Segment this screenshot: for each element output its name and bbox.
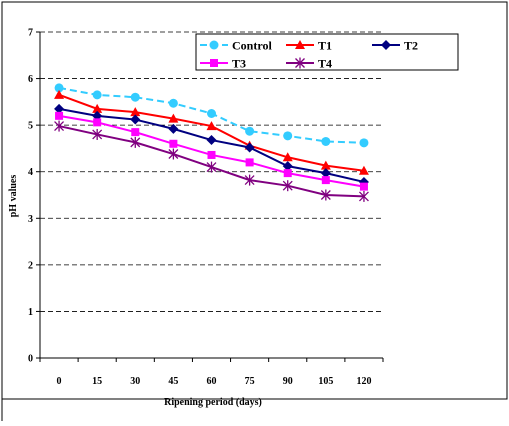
y-tick-label: 2 (28, 260, 33, 271)
legend-item-t1: T1 (286, 39, 332, 53)
y-tick-label: 6 (28, 74, 33, 85)
data-point (283, 131, 293, 141)
legend-label: T1 (318, 39, 332, 53)
data-point (168, 98, 178, 108)
x-tick-label: 0 (57, 376, 62, 387)
legend-label: T4 (318, 57, 332, 71)
data-point (244, 142, 255, 153)
data-point (320, 189, 331, 201)
data-point (320, 160, 331, 170)
data-point (168, 148, 179, 160)
x-tick-label: 120 (356, 376, 371, 387)
legend-marker (295, 57, 305, 69)
x-tick-label: 90 (283, 376, 293, 387)
data-point (54, 83, 64, 93)
legend-marker (381, 40, 391, 50)
data-point (244, 174, 255, 186)
series-control (54, 83, 369, 148)
legend-item-t3: T3 (200, 57, 246, 71)
legend-marker (209, 40, 219, 50)
data-point (282, 180, 293, 192)
legend: Control T1 T2 T3 T4 (195, 33, 459, 71)
data-point (168, 123, 179, 134)
data-point (206, 135, 217, 146)
data-point (130, 114, 141, 125)
legend-item-control: Control (200, 39, 272, 53)
data-point (130, 136, 141, 148)
data-point (92, 128, 103, 140)
data-point (245, 126, 255, 136)
legend-item-t4: T4 (286, 57, 332, 71)
data-point (321, 136, 331, 146)
data-point (282, 161, 293, 172)
data-point (169, 139, 178, 148)
x-axis-title: Ripening period (days) (164, 397, 262, 408)
data-point (54, 120, 65, 132)
data-point (283, 169, 292, 178)
x-tick-label: 60 (207, 376, 217, 387)
data-point (282, 152, 293, 162)
data-point (54, 103, 65, 114)
y-tick-label: 1 (28, 307, 33, 318)
data-point (55, 111, 64, 120)
data-point (92, 103, 103, 113)
data-point (130, 107, 141, 117)
data-point (207, 150, 216, 159)
data-point (358, 165, 369, 175)
series-t1 (54, 89, 369, 175)
legend-label: T2 (404, 39, 418, 53)
data-point (130, 92, 140, 102)
legend-item-t2: T2 (372, 39, 418, 53)
series-group (54, 83, 369, 202)
data-point (168, 113, 179, 123)
data-point (92, 90, 102, 100)
y-axis-title: pH values (8, 175, 19, 218)
data-point (359, 138, 369, 148)
data-point (54, 89, 65, 99)
data-point (206, 121, 217, 131)
series-t2 (54, 103, 369, 187)
y-tick-label: 4 (28, 167, 33, 178)
legend-marker (210, 59, 218, 67)
x-tick-label: 75 (245, 376, 255, 387)
legend-box (195, 33, 459, 71)
x-tick-label: 15 (92, 376, 102, 387)
data-point (359, 182, 368, 191)
data-point (92, 110, 103, 121)
data-point (207, 109, 216, 118)
x-tick-label: 30 (130, 376, 140, 387)
data-point (321, 176, 330, 185)
legend-marker (295, 40, 305, 49)
x-tick-label: 45 (168, 376, 178, 387)
data-point (320, 168, 331, 179)
y-tick-label: 3 (28, 214, 33, 225)
series-t4 (54, 120, 369, 202)
data-point (93, 118, 102, 127)
data-point (245, 158, 254, 167)
legend-label: Control (232, 39, 272, 53)
y-tick-label: 5 (28, 121, 33, 132)
data-point (206, 161, 217, 173)
y-tick-label: 0 (28, 354, 33, 365)
series-t3 (55, 111, 368, 191)
legend-label: T3 (232, 57, 246, 71)
y-tick-label: 7 (28, 28, 33, 39)
data-point (358, 190, 369, 202)
x-tick-label: 105 (318, 376, 333, 387)
data-point (131, 128, 140, 137)
